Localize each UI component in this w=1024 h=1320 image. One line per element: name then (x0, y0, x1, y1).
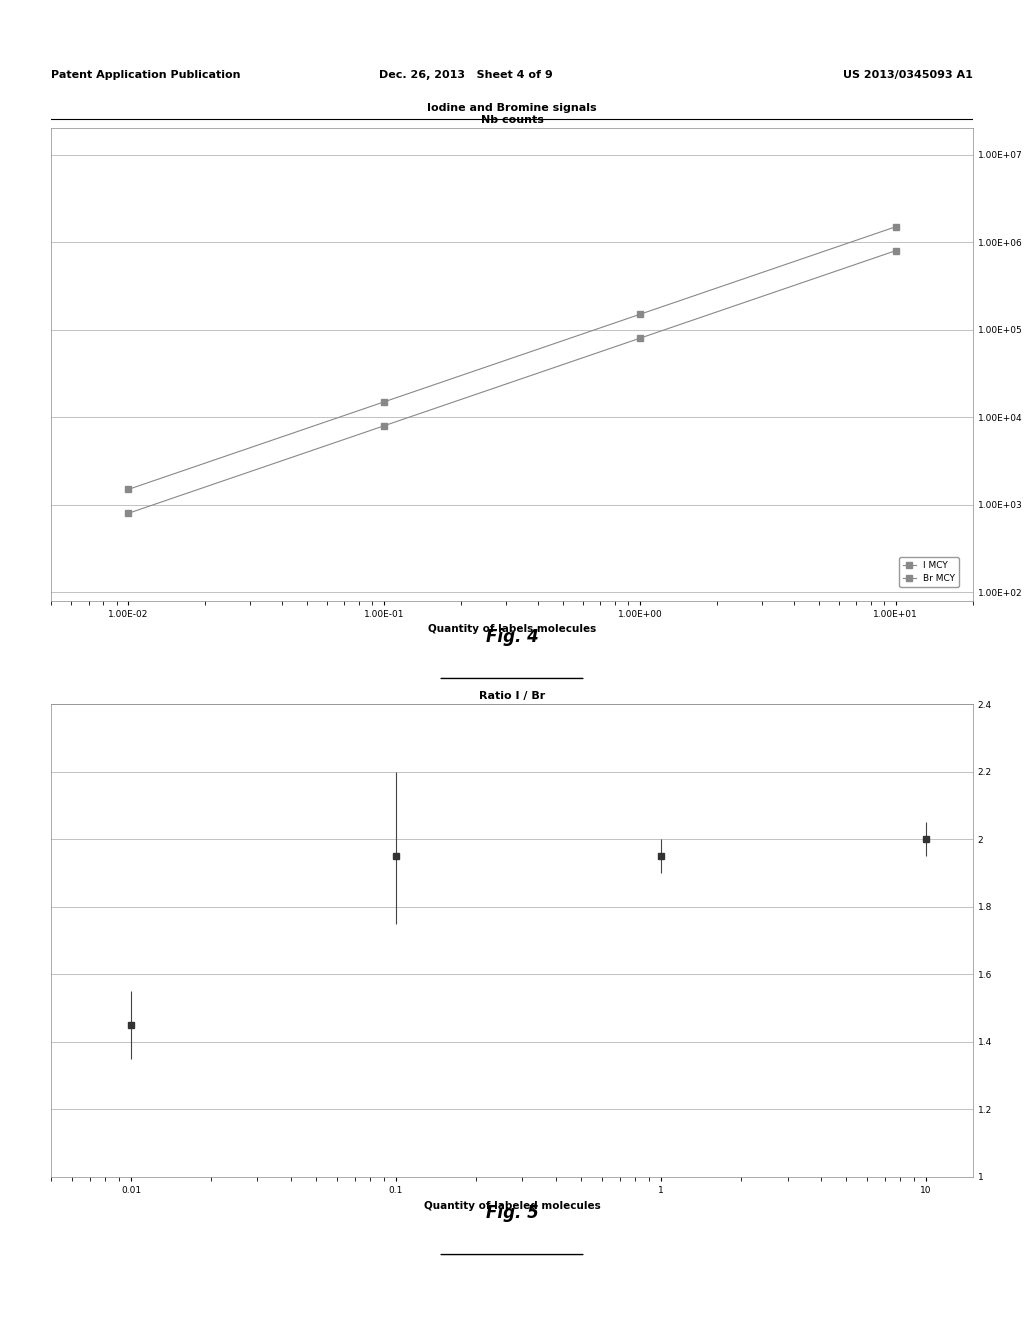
Text: US 2013/0345093 A1: US 2013/0345093 A1 (843, 70, 973, 81)
I MCY (378, 393, 390, 409)
Line: I MCY: I MCY (126, 224, 898, 492)
I MCY (122, 482, 134, 498)
Line: Br MCY: Br MCY (126, 248, 898, 516)
Text: Fig. 5: Fig. 5 (485, 1204, 539, 1222)
Title: Ratio I / Br: Ratio I / Br (479, 690, 545, 701)
Text: Dec. 26, 2013   Sheet 4 of 9: Dec. 26, 2013 Sheet 4 of 9 (379, 70, 553, 81)
Br MCY (634, 330, 646, 346)
X-axis label: Quantity of labels molecules: Quantity of labels molecules (428, 624, 596, 635)
Br MCY (122, 506, 134, 521)
I MCY (634, 306, 646, 322)
Title: Iodine and Bromine signals
Nb counts: Iodine and Bromine signals Nb counts (427, 103, 597, 124)
Text: Patent Application Publication: Patent Application Publication (51, 70, 241, 81)
Legend: I MCY, Br MCY: I MCY, Br MCY (899, 557, 959, 587)
Br MCY (890, 243, 902, 259)
Text: Fig. 4: Fig. 4 (485, 628, 539, 645)
Br MCY (378, 418, 390, 434)
X-axis label: Quantity of labeled molecules: Quantity of labeled molecules (424, 1201, 600, 1210)
I MCY (890, 219, 902, 235)
